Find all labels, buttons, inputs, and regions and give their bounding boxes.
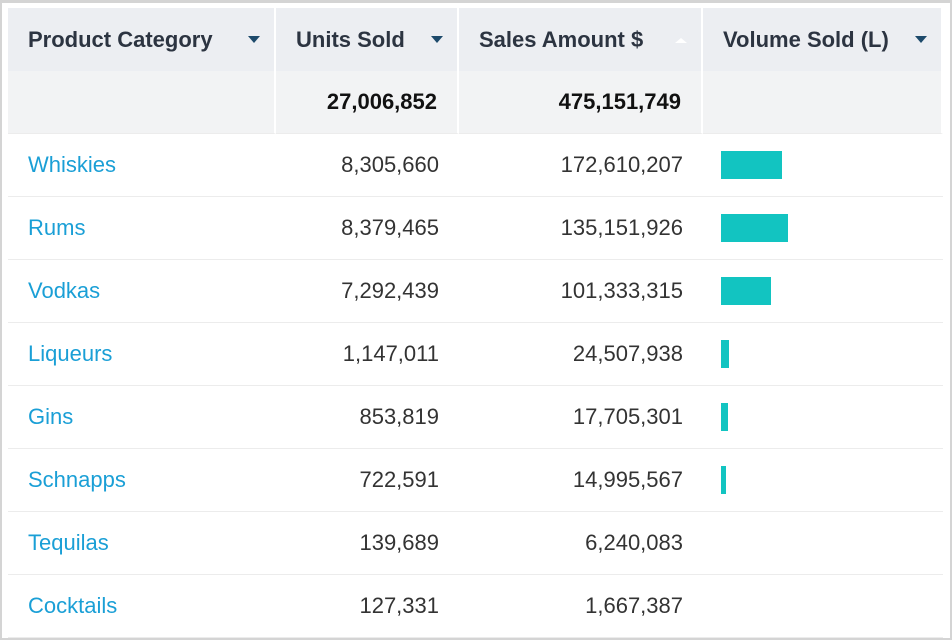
- total-units: 27,006,852: [276, 71, 459, 134]
- sales-cell: 101,333,315: [459, 260, 703, 323]
- header-label: Product Category: [28, 26, 213, 52]
- total-sales: 475,151,749: [459, 71, 703, 134]
- category-link[interactable]: Tequilas: [8, 512, 276, 575]
- header-units-sold[interactable]: Units Sold: [276, 8, 459, 71]
- units-cell: 127,331: [276, 575, 459, 638]
- header-label: Volume Sold (L): [723, 26, 889, 52]
- totals-row: 27,006,852 475,151,749: [8, 71, 943, 134]
- volume-bar: [721, 340, 729, 369]
- volume-bar: [721, 214, 788, 243]
- volume-bar: [721, 151, 782, 180]
- table-row: Schnapps 722,591 14,995,567: [8, 449, 943, 512]
- volume-cell: [703, 197, 943, 260]
- category-link[interactable]: Schnapps: [8, 449, 276, 512]
- units-cell: 722,591: [276, 449, 459, 512]
- table-row: Tequilas 139,689 6,240,083: [8, 512, 943, 575]
- sort-down-icon[interactable]: [431, 36, 443, 43]
- sales-cell: 135,151,926: [459, 197, 703, 260]
- units-cell: 853,819: [276, 386, 459, 449]
- category-link[interactable]: Rums: [8, 197, 276, 260]
- header-product-category[interactable]: Product Category: [8, 8, 276, 71]
- volume-bar: [721, 466, 726, 495]
- units-cell: 7,292,439: [276, 260, 459, 323]
- sort-up-icon[interactable]: [675, 38, 687, 43]
- header-label: Units Sold: [296, 26, 405, 52]
- volume-cell: [703, 449, 943, 512]
- table-row: Rums 8,379,465 135,151,926: [8, 197, 943, 260]
- units-cell: 8,379,465: [276, 197, 459, 260]
- header-label: Sales Amount $: [479, 26, 644, 52]
- category-link[interactable]: Vodkas: [8, 260, 276, 323]
- sales-cell: 1,667,387: [459, 575, 703, 638]
- volume-cell: [703, 134, 943, 197]
- table-row: Liqueurs 1,147,011 24,507,938: [8, 323, 943, 386]
- volume-cell: [703, 575, 943, 638]
- units-cell: 1,147,011: [276, 323, 459, 386]
- total-volume: [703, 71, 943, 134]
- sales-cell: 24,507,938: [459, 323, 703, 386]
- category-link[interactable]: Liqueurs: [8, 323, 276, 386]
- volume-bar: [721, 277, 771, 306]
- table-row: Vodkas 7,292,439 101,333,315: [8, 260, 943, 323]
- volume-cell: [703, 512, 943, 575]
- category-link[interactable]: Gins: [8, 386, 276, 449]
- category-link[interactable]: Cocktails: [8, 575, 276, 638]
- units-cell: 139,689: [276, 512, 459, 575]
- category-link[interactable]: Whiskies: [8, 134, 276, 197]
- table-row: Gins 853,819 17,705,301: [8, 386, 943, 449]
- volume-cell: [703, 386, 943, 449]
- sales-cell: 14,995,567: [459, 449, 703, 512]
- sales-cell: 172,610,207: [459, 134, 703, 197]
- table-row: Whiskies 8,305,660 172,610,207: [8, 134, 943, 197]
- sales-cell: 6,240,083: [459, 512, 703, 575]
- header-volume-sold[interactable]: Volume Sold (L): [703, 8, 943, 71]
- volume-bar: [721, 403, 728, 432]
- total-category: [8, 71, 276, 134]
- volume-cell: [703, 323, 943, 386]
- sort-down-icon[interactable]: [915, 36, 927, 43]
- header-sales-amount[interactable]: Sales Amount $: [459, 8, 703, 71]
- table-row: Cocktails 127,331 1,667,387: [8, 575, 943, 638]
- sort-down-icon[interactable]: [248, 36, 260, 43]
- volume-cell: [703, 260, 943, 323]
- units-cell: 8,305,660: [276, 134, 459, 197]
- sales-cell: 17,705,301: [459, 386, 703, 449]
- sales-table: Product Category Units Sold Sales Amount…: [8, 8, 943, 638]
